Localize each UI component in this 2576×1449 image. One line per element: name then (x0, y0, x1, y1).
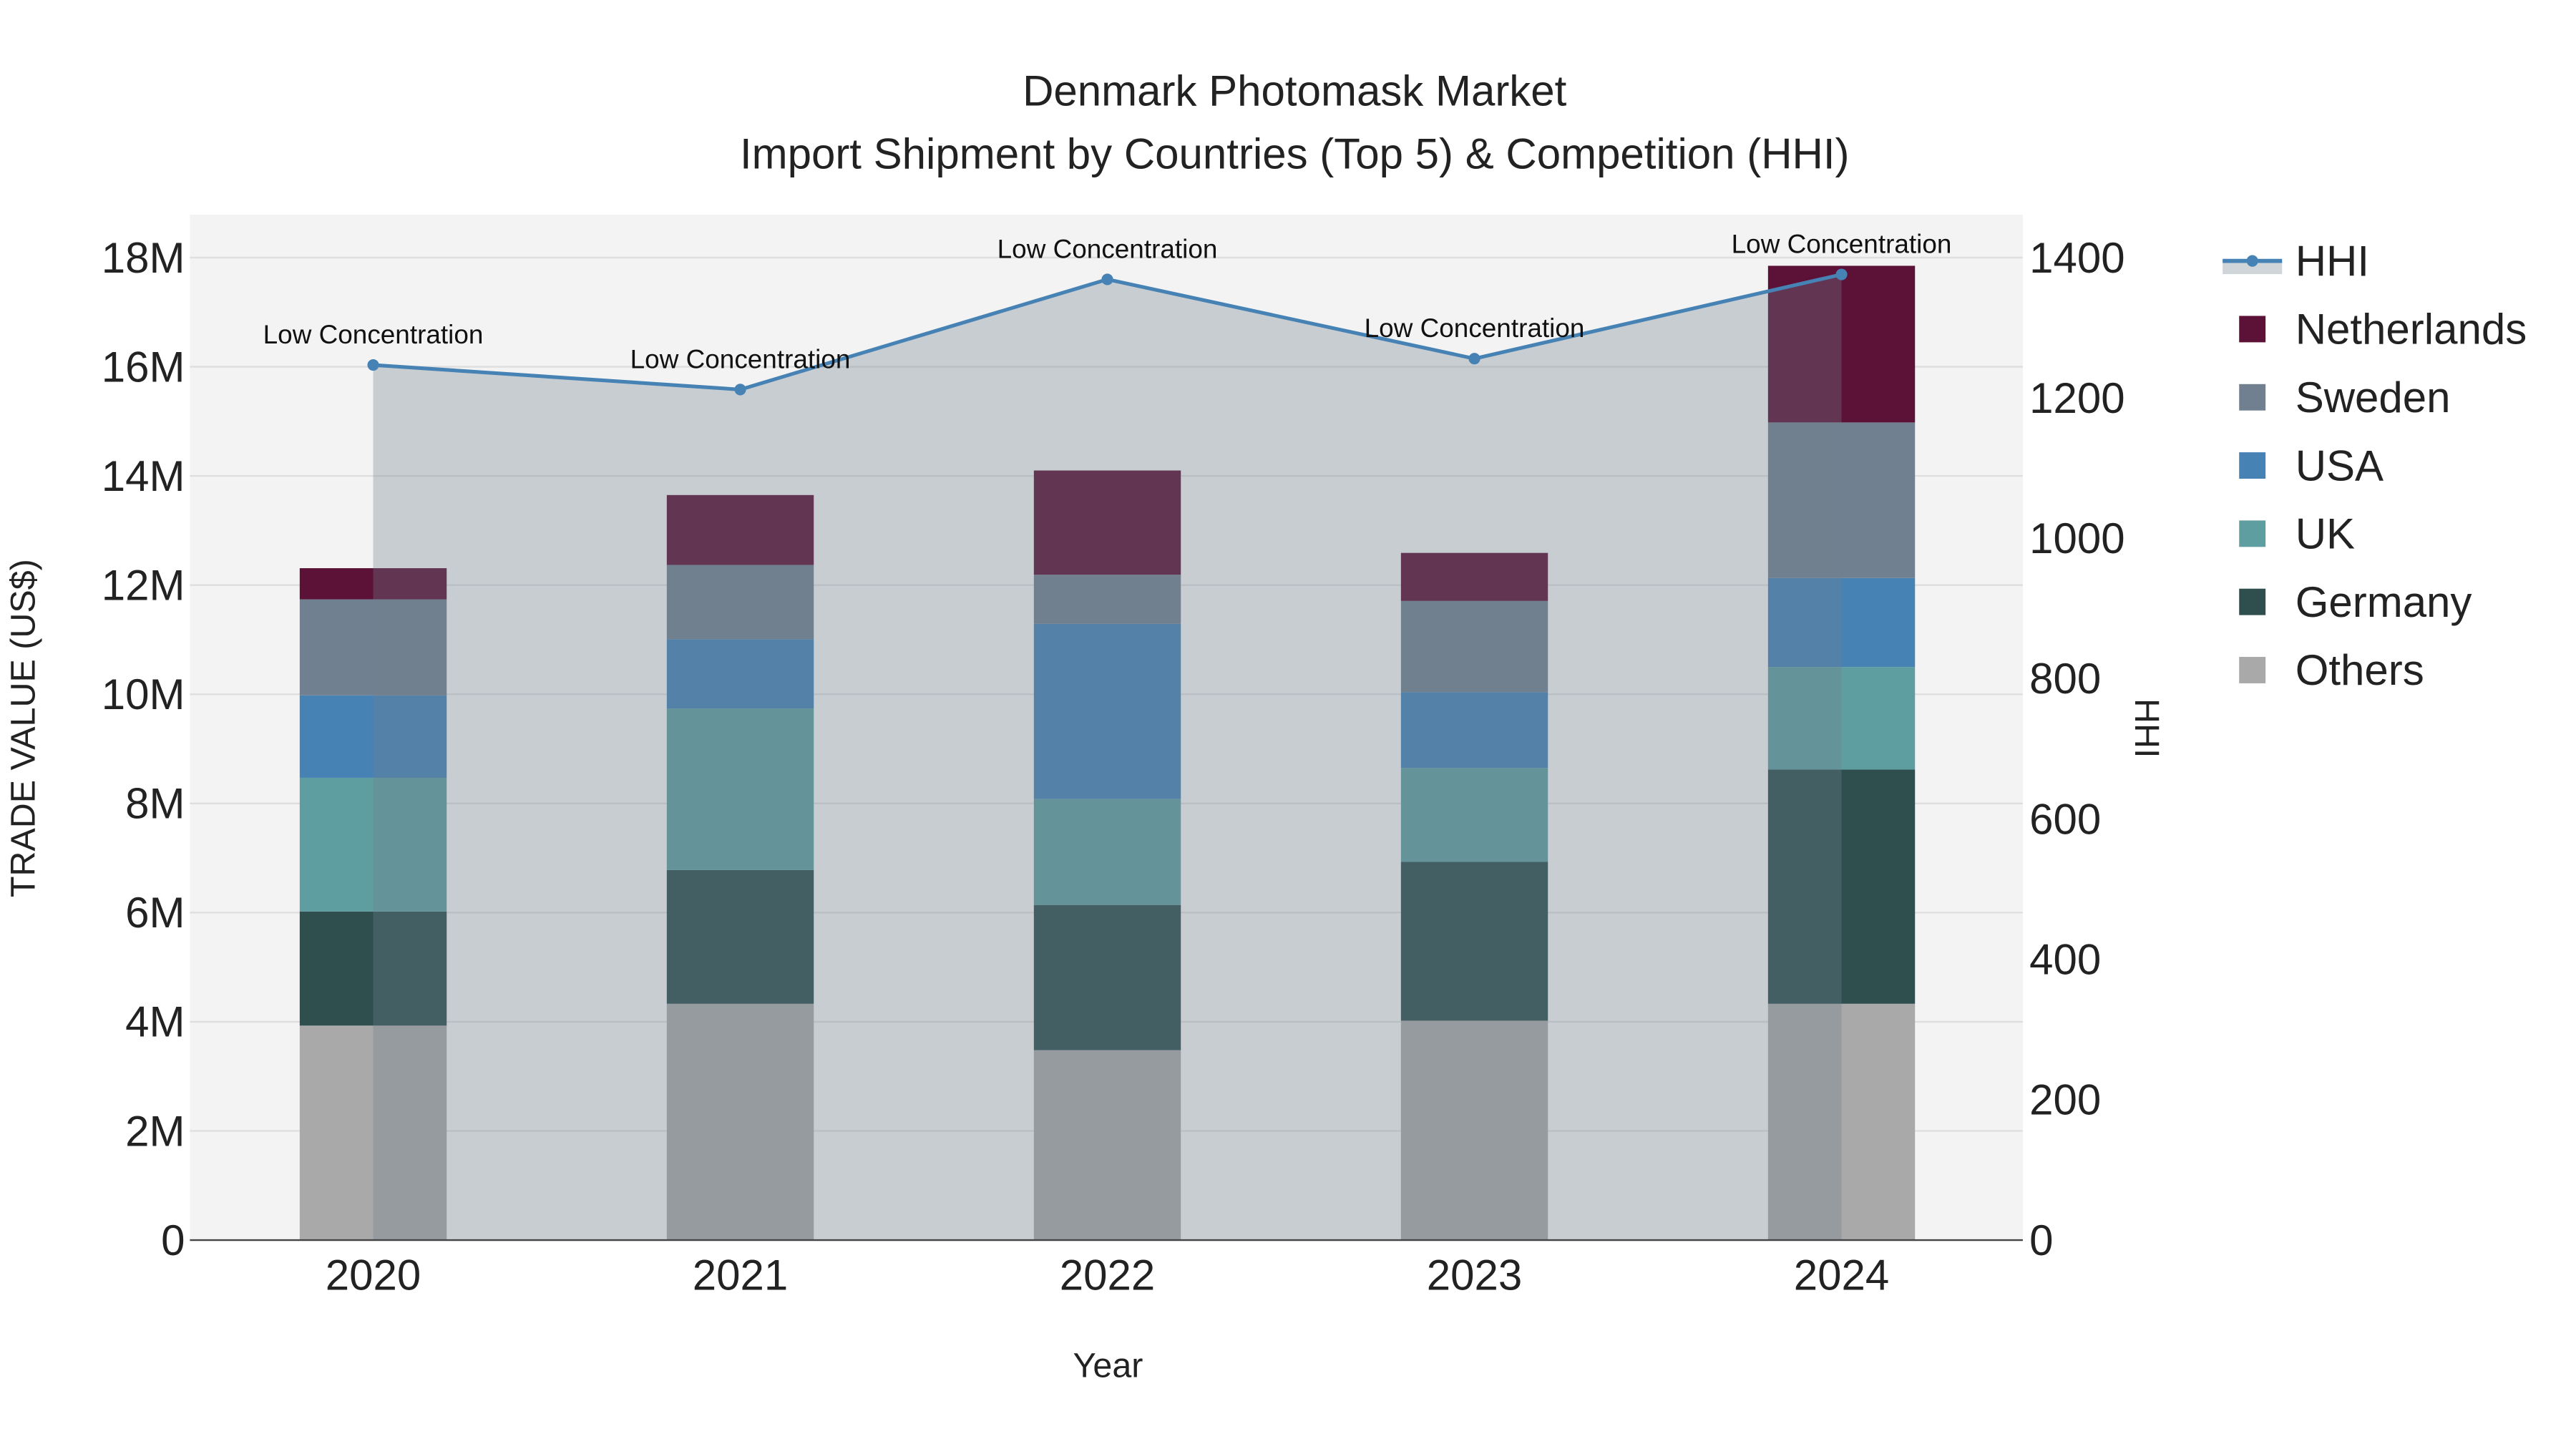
x-tick-label: 2024 (1794, 1251, 1889, 1299)
hhi-point-2023 (1468, 353, 1480, 365)
y2-tick-label: 400 (2029, 936, 2101, 984)
x-tick-label: 2021 (693, 1251, 788, 1299)
legend-swatch-uk (2239, 520, 2266, 547)
y2-tick-label: 200 (2029, 1076, 2101, 1124)
bar-others-2021 (666, 1003, 814, 1241)
bar-usa-2023 (1400, 692, 1548, 769)
bar-uk-2023 (1400, 768, 1548, 862)
bar-others-2023 (1400, 1020, 1548, 1241)
y2-tick-label: 800 (2029, 655, 2101, 703)
legend-swatch-sweden (2239, 384, 2266, 411)
hhi-annotation: Low Concentration (263, 320, 484, 349)
bar-sweden-2022 (1033, 575, 1181, 624)
y-tick-label: 18M (102, 234, 185, 282)
y-tick-label: 12M (102, 561, 185, 609)
y-tick-label: 0 (161, 1216, 185, 1264)
y2-tick-label: 1000 (2029, 514, 2124, 562)
legend-item-netherlands[interactable]: Netherlands (2239, 306, 2527, 353)
bar-uk-2020 (299, 777, 447, 912)
bar-netherlands-2020 (299, 568, 447, 600)
y2-axis-title: HHI (2127, 698, 2166, 758)
legend-label: HHI (2296, 237, 2369, 285)
y-tick-label: 6M (125, 889, 185, 937)
bar-usa-2024 (1767, 577, 1916, 668)
hhi-point-2022 (1101, 273, 1113, 286)
bar-netherlands-2022 (1033, 470, 1181, 575)
x-tick-label: 2022 (1060, 1251, 1155, 1299)
y-tick-label: 4M (125, 998, 185, 1046)
bar-germany-2021 (666, 869, 814, 1004)
hhi-annotation: Low Concentration (1732, 230, 1952, 259)
legend-item-hhi[interactable]: HHI (2223, 237, 2369, 285)
legend-swatch-others (2239, 657, 2266, 683)
legend-item-germany[interactable]: Germany (2239, 578, 2472, 626)
bar-sweden-2023 (1400, 600, 1548, 693)
y-tick-label: 14M (102, 452, 185, 500)
y-tick-label: 16M (102, 343, 185, 391)
bar-germany-2023 (1400, 862, 1548, 1021)
hhi-point-2024 (1835, 268, 1848, 280)
x-axis-title: Year (1073, 1347, 1143, 1385)
bar-uk-2024 (1767, 667, 1916, 770)
y2-tick-label: 600 (2029, 795, 2101, 843)
y-tick-label: 2M (125, 1107, 185, 1155)
legend-swatch-usa (2239, 452, 2266, 479)
x-tick-label: 2023 (1427, 1251, 1522, 1299)
bar-uk-2022 (1033, 799, 1181, 905)
legend-label: UK (2296, 510, 2355, 558)
bar-germany-2024 (1767, 769, 1916, 1004)
y-tick-label: 8M (125, 780, 185, 828)
bar-others-2022 (1033, 1050, 1181, 1241)
legend-swatch-netherlands (2239, 316, 2266, 343)
bar-uk-2021 (666, 708, 814, 870)
bar-usa-2022 (1033, 623, 1181, 799)
legend-label: Others (2296, 646, 2424, 694)
bar-usa-2020 (299, 695, 447, 778)
legend-item-uk[interactable]: UK (2239, 510, 2355, 558)
bar-sweden-2021 (666, 565, 814, 640)
bar-netherlands-2024 (1767, 265, 1916, 423)
legend-label: Germany (2296, 578, 2472, 626)
bar-others-2024 (1767, 1003, 1916, 1241)
hhi-area (373, 274, 1842, 1241)
legend-swatch-hhi (2223, 260, 2283, 275)
legend-label: Netherlands (2296, 306, 2527, 353)
legend-item-sweden[interactable]: Sweden (2239, 374, 2451, 421)
legend-swatch-germany (2239, 588, 2266, 615)
bar-sweden-2024 (1767, 422, 1916, 578)
legend-item-others[interactable]: Others (2239, 646, 2424, 694)
bar-netherlands-2023 (1400, 552, 1548, 601)
y2-tick-label: 0 (2029, 1216, 2053, 1264)
bar-sweden-2020 (299, 599, 447, 696)
hhi-annotation: Low Concentration (630, 344, 851, 374)
x-tick-label: 2020 (326, 1251, 421, 1299)
hhi-annotation: Low Concentration (1365, 313, 1585, 343)
legend-label: USA (2296, 441, 2384, 489)
bar-netherlands-2021 (666, 494, 814, 565)
y2-tick-label: 1400 (2029, 234, 2124, 282)
y-axis-title: TRADE VALUE (US$) (4, 559, 42, 897)
y2-tick-label: 1200 (2029, 374, 2124, 422)
y-tick-label: 10M (102, 670, 185, 718)
bar-germany-2020 (299, 911, 447, 1026)
hhi-point-2020 (367, 358, 379, 371)
bar-usa-2021 (666, 639, 814, 709)
bar-others-2020 (299, 1025, 447, 1241)
legend-label: Sweden (2296, 374, 2451, 421)
chart-subtitle: Import Shipment by Countries (Top 5) & C… (740, 130, 1850, 177)
hhi-annotation: Low Concentration (997, 234, 1218, 263)
chart-title: Denmark Photomask Market (1023, 67, 1567, 115)
legend-marker-hhi (2246, 255, 2258, 267)
legend-item-usa[interactable]: USA (2239, 441, 2384, 489)
bar-germany-2022 (1033, 904, 1181, 1050)
hhi-point-2021 (734, 384, 746, 396)
